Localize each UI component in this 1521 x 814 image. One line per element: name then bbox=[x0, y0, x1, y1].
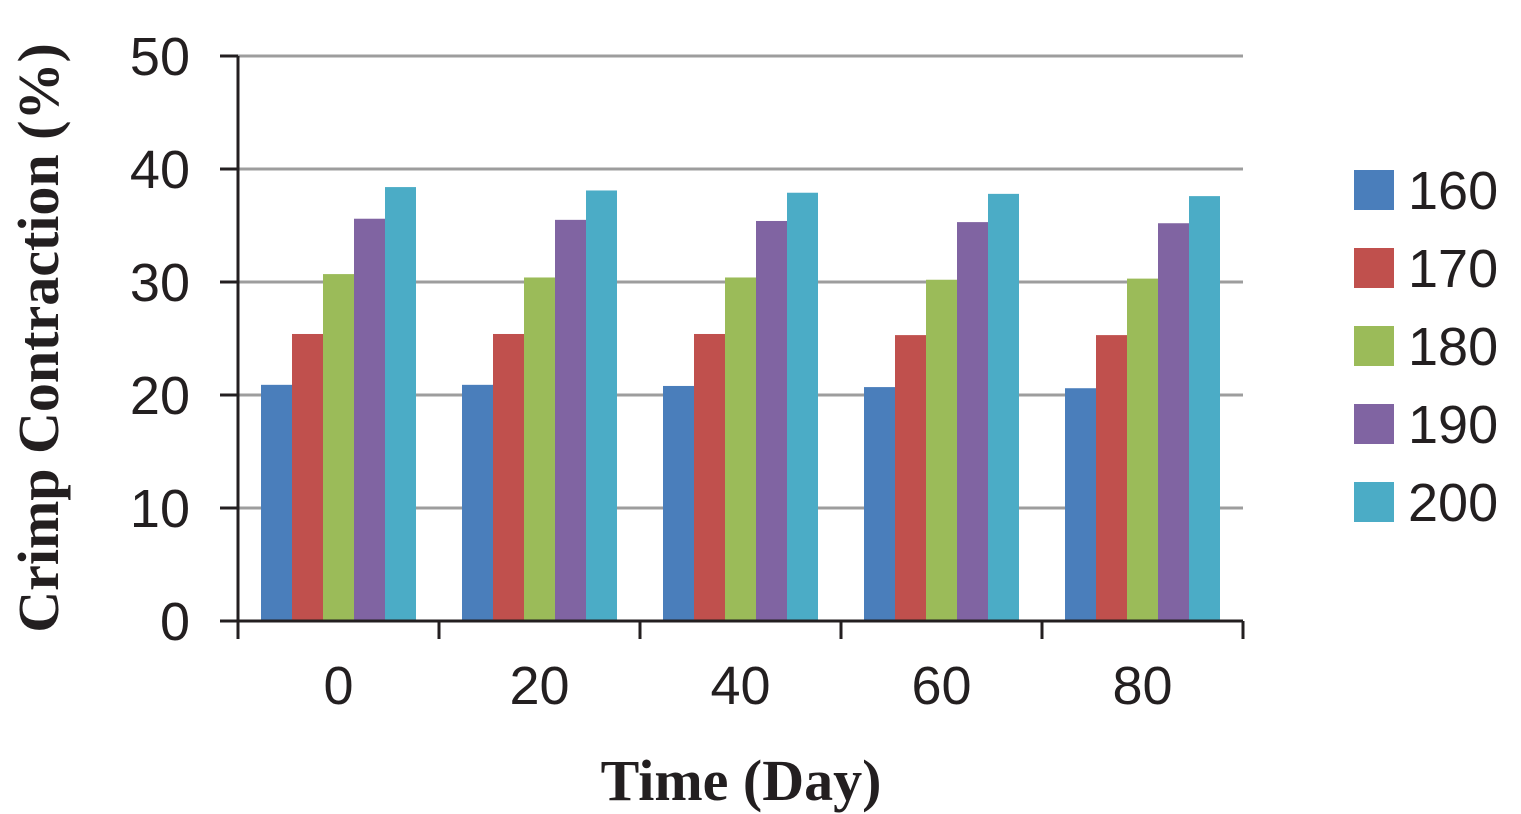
bar-190-60 bbox=[957, 222, 988, 622]
y-tick-label: 30 bbox=[130, 253, 190, 313]
bar-190-20 bbox=[555, 219, 586, 621]
y-tick-label: 50 bbox=[130, 27, 190, 87]
legend-label-170: 170 bbox=[1408, 239, 1498, 299]
bar-180-60 bbox=[926, 279, 957, 621]
axes bbox=[220, 54, 1245, 639]
legend-swatch-180 bbox=[1354, 326, 1394, 366]
legend-swatch-200 bbox=[1354, 482, 1394, 522]
x-axis-title: Time (Day) bbox=[601, 748, 882, 813]
legend-swatch-190 bbox=[1354, 404, 1394, 444]
x-tick-label: 80 bbox=[1112, 656, 1172, 716]
bar-160-40 bbox=[663, 385, 694, 621]
y-tick-label: 0 bbox=[160, 592, 190, 652]
legend-swatch-160 bbox=[1354, 170, 1394, 210]
bar-200-60 bbox=[988, 193, 1019, 622]
x-tick-label: 20 bbox=[509, 656, 569, 716]
x-tick-label: 60 bbox=[911, 656, 971, 716]
bar-180-80 bbox=[1127, 278, 1158, 621]
bar-160-80 bbox=[1065, 388, 1096, 621]
bar-170-60 bbox=[895, 335, 926, 621]
bar-200-80 bbox=[1189, 196, 1220, 621]
legend-label-180: 180 bbox=[1408, 317, 1498, 377]
y-tick-label: 20 bbox=[130, 366, 190, 426]
bar-160-60 bbox=[864, 387, 895, 621]
bar-190-80 bbox=[1158, 223, 1189, 622]
x-tick-label: 0 bbox=[323, 656, 353, 716]
bars bbox=[261, 187, 1220, 622]
bar-190-40 bbox=[756, 220, 787, 622]
bar-200-40 bbox=[787, 192, 818, 622]
y-tick-label: 10 bbox=[130, 479, 190, 539]
legend: 160 170 180 190 200 bbox=[1354, 161, 1498, 533]
legend-swatch-170 bbox=[1354, 248, 1394, 288]
bar-200-20 bbox=[586, 190, 617, 621]
y-tick-labels: 0 10 20 30 40 50 bbox=[130, 27, 190, 652]
bar-170-80 bbox=[1096, 335, 1127, 621]
legend-label-160: 160 bbox=[1408, 161, 1498, 221]
y-tick-label: 40 bbox=[130, 140, 190, 200]
legend-label-200: 200 bbox=[1408, 473, 1498, 533]
legend-label-190: 190 bbox=[1408, 395, 1498, 455]
bar-180-40 bbox=[725, 277, 756, 621]
y-axis-title: Crimp Contraction (%) bbox=[6, 43, 71, 633]
bar-170-40 bbox=[694, 333, 725, 621]
bar-200-0 bbox=[385, 187, 416, 621]
bar-170-0 bbox=[292, 333, 323, 621]
bar-180-20 bbox=[524, 277, 555, 621]
bar-190-0 bbox=[354, 218, 385, 621]
x-tick-labels: 0 20 40 60 80 bbox=[323, 656, 1172, 716]
bar-180-0 bbox=[323, 274, 354, 621]
bar-170-20 bbox=[493, 333, 524, 621]
bar-160-0 bbox=[261, 384, 292, 621]
bar-160-20 bbox=[462, 384, 493, 621]
x-tick-label: 40 bbox=[710, 656, 770, 716]
